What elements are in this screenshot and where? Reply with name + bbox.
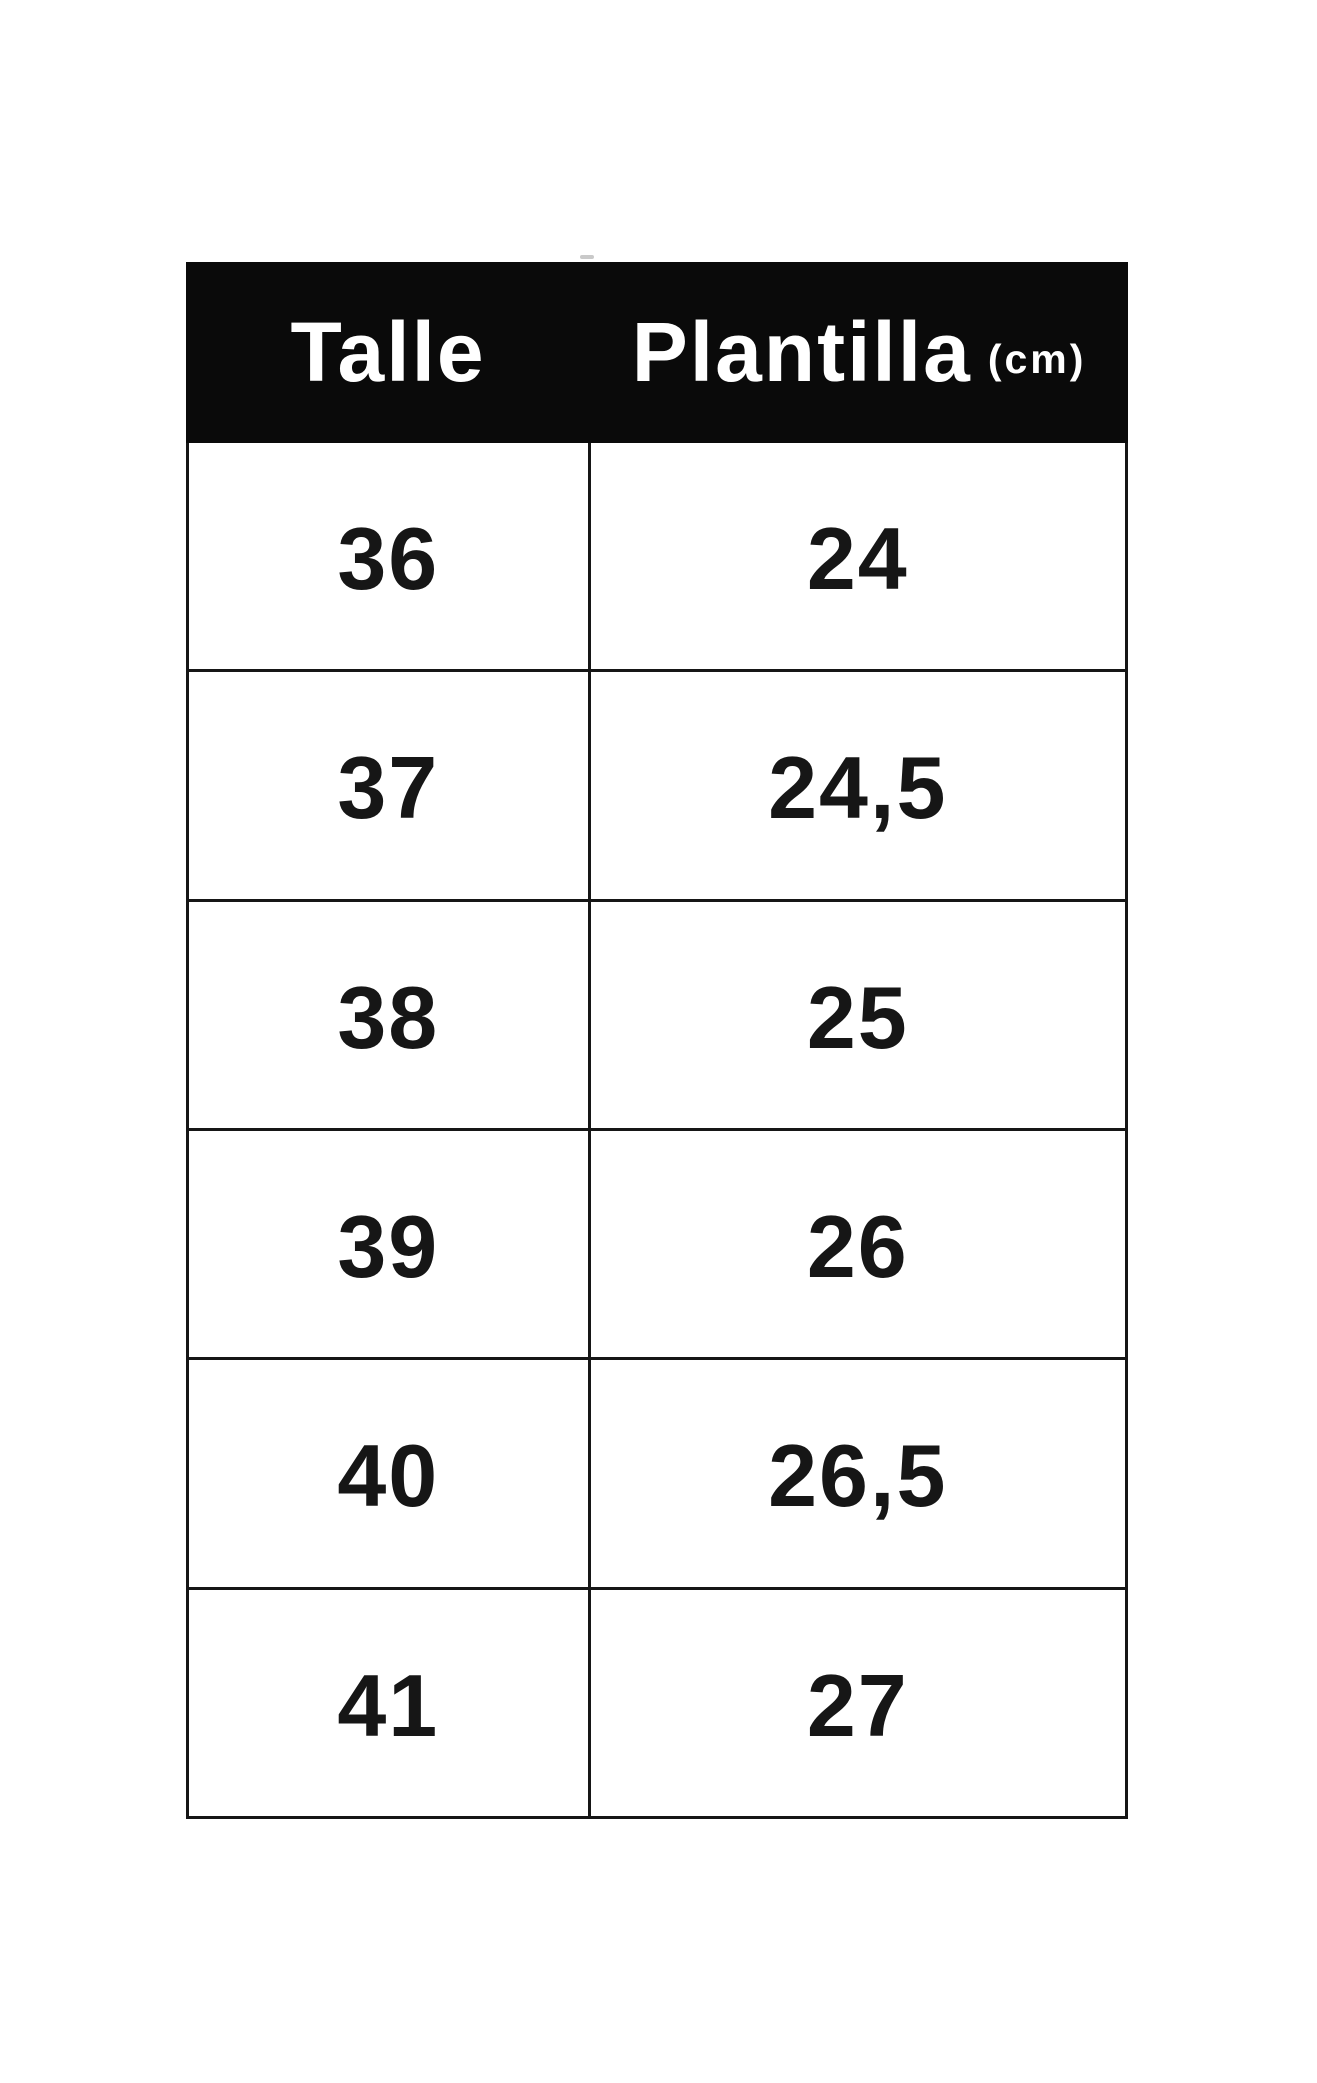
header-cell-plantilla: Plantilla (cm) <box>590 304 1128 401</box>
table-row: 39 26 <box>189 1130 1125 1361</box>
size-chart-table: Talle Plantilla (cm) 36 24 37 24,5 38 25… <box>186 262 1128 1819</box>
cell-talle: 36 <box>189 443 591 670</box>
table-row: 37 24,5 <box>189 672 1125 902</box>
header-cell-talle: Talle <box>186 304 590 401</box>
cell-plantilla: 26,5 <box>768 1426 948 1526</box>
table-row: 38 25 <box>189 901 1125 1131</box>
table-row: 40 26,5 <box>189 1360 1125 1590</box>
cell-talle: 38 <box>189 901 591 1128</box>
cell-talle: 40 <box>189 1360 591 1587</box>
scan-artifact-dash <box>580 255 594 259</box>
cell-plantilla: 25 <box>806 967 909 1067</box>
header-plantilla-label: Plantilla <box>631 305 972 399</box>
cell-plantilla: 24 <box>806 509 909 609</box>
table-body: 36 24 37 24,5 38 25 39 26 40 26,5 41 27 <box>186 443 1128 1819</box>
header-unit-label: (cm) <box>987 336 1087 382</box>
table-row: 41 27 <box>189 1589 1125 1819</box>
table-row: 36 24 <box>189 443 1125 673</box>
cell-talle: 41 <box>189 1589 591 1816</box>
cell-talle: 37 <box>189 672 591 899</box>
cell-plantilla: 24,5 <box>768 738 948 838</box>
cell-plantilla: 26 <box>806 1197 909 1297</box>
cell-talle: 39 <box>189 1130 591 1358</box>
cell-plantilla: 27 <box>806 1655 909 1755</box>
header-talle-label: Talle <box>290 305 486 399</box>
table-header-row: Talle Plantilla (cm) <box>186 262 1128 443</box>
